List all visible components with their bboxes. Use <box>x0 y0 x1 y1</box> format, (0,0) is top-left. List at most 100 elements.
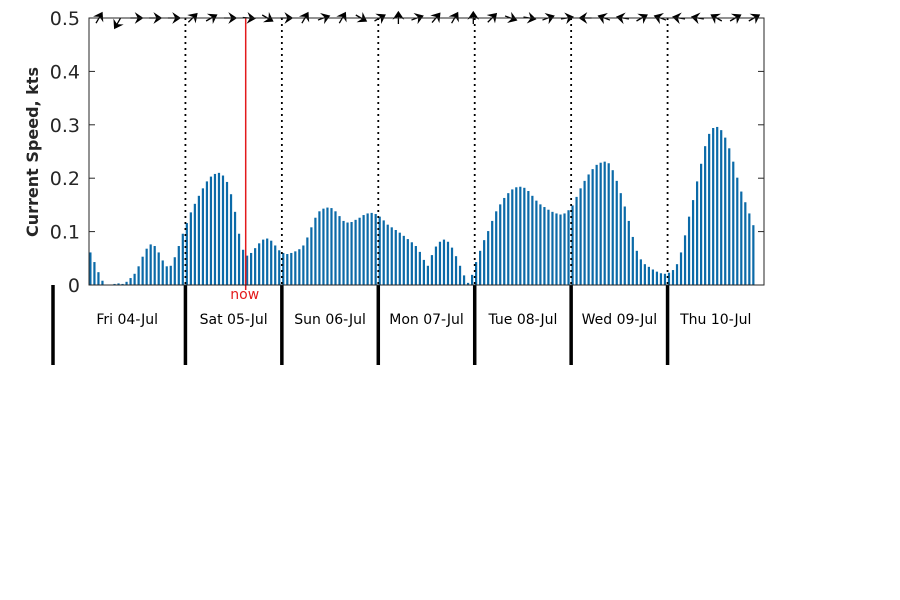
bar <box>507 193 510 285</box>
bar <box>378 216 381 285</box>
bar <box>362 215 365 285</box>
y-axis-title: Current Speed, kts <box>23 67 42 237</box>
bar <box>298 249 301 285</box>
bar <box>450 247 454 285</box>
bar <box>422 259 425 285</box>
bar <box>539 204 542 285</box>
bar <box>708 133 711 285</box>
bar <box>278 250 281 285</box>
bar <box>354 219 357 285</box>
y-tick-label: 0 <box>68 275 80 297</box>
bar <box>691 200 695 285</box>
bar <box>233 211 237 285</box>
bar <box>595 164 598 285</box>
bar <box>503 197 506 285</box>
bar <box>466 282 470 285</box>
bar <box>491 220 494 285</box>
bar <box>121 283 124 285</box>
bar <box>740 191 743 285</box>
bar <box>370 212 373 285</box>
bar <box>430 255 434 285</box>
bar <box>527 191 530 285</box>
bar <box>137 266 140 285</box>
bar <box>615 180 618 285</box>
bar <box>258 243 261 285</box>
bar <box>458 265 462 285</box>
bar <box>515 187 518 285</box>
bar <box>603 161 606 285</box>
bar <box>462 275 466 285</box>
bar <box>531 195 534 285</box>
bar <box>659 273 663 285</box>
bar <box>547 209 550 285</box>
day-separators <box>51 18 670 365</box>
bar <box>434 246 438 285</box>
bar <box>201 188 205 285</box>
y-tick-label: 0.2 <box>50 168 80 190</box>
bar <box>442 239 446 285</box>
bar <box>724 137 727 285</box>
bar <box>390 227 393 285</box>
bar <box>559 214 562 285</box>
y-tick-label: 0.3 <box>50 115 80 137</box>
bar <box>346 222 349 285</box>
day-label: Sat 05-Jul <box>200 312 268 328</box>
bar <box>639 259 642 285</box>
bar <box>213 173 217 285</box>
bar <box>575 196 578 285</box>
bar <box>189 212 192 285</box>
bar <box>495 211 498 285</box>
now-label: now <box>230 287 259 303</box>
bar <box>209 176 213 285</box>
bar <box>414 246 417 285</box>
bar <box>197 195 200 285</box>
bar <box>599 162 602 285</box>
bar <box>89 252 92 285</box>
bar <box>358 217 361 285</box>
day-label: Sun 06-Jul <box>294 312 366 328</box>
day-labels: Fri 04-Jul Sat 05-Jul Sun 06-Jul Mon 07-Jul… <box>96 312 751 328</box>
bar <box>683 235 687 285</box>
bar <box>221 175 225 285</box>
bar <box>667 272 671 285</box>
bar <box>471 274 474 285</box>
bar <box>418 251 421 285</box>
bar <box>643 264 646 285</box>
bar <box>567 210 570 285</box>
bar <box>499 204 502 285</box>
bar <box>306 237 309 285</box>
bar <box>366 213 369 285</box>
y-axis-ticks: 0 0.1 0.2 0.3 0.4 0.5 <box>50 8 764 297</box>
bar <box>663 273 667 285</box>
bar <box>314 217 317 285</box>
bar <box>322 208 325 285</box>
bar <box>587 174 590 285</box>
bar <box>631 236 634 285</box>
bar <box>720 130 723 285</box>
day-label: Tue 08-Jul <box>487 312 557 328</box>
bar <box>117 283 120 285</box>
bar <box>294 251 297 285</box>
day-label: Fri 04-Jul <box>96 312 158 328</box>
bar <box>523 187 526 285</box>
bar <box>129 278 132 285</box>
bar <box>310 227 313 285</box>
day-label: Mon 07-Jul <box>389 312 464 328</box>
bar <box>535 200 538 285</box>
now-marker: now <box>230 18 259 303</box>
bar <box>185 223 188 285</box>
bar-series <box>89 126 755 285</box>
bar <box>479 250 482 285</box>
bar <box>591 169 594 285</box>
bar <box>165 266 168 285</box>
bar <box>635 250 638 285</box>
day-label: Wed 09-Jul <box>582 312 658 328</box>
bar <box>671 270 675 285</box>
direction-arrow-icon <box>113 17 124 30</box>
bar <box>623 206 626 285</box>
bar <box>571 205 574 285</box>
bar <box>374 213 377 285</box>
bar <box>647 266 650 285</box>
bar <box>153 246 156 285</box>
